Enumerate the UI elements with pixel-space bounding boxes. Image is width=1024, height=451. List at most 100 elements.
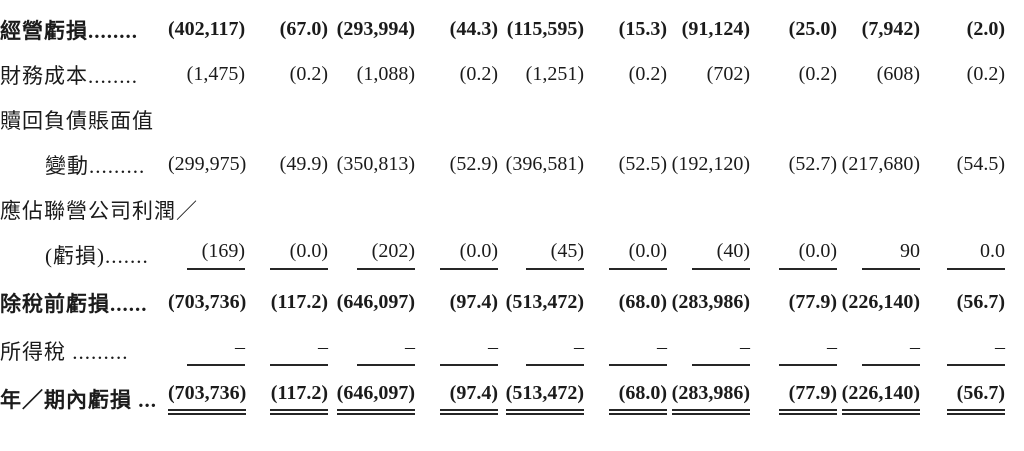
- row-label: 除稅前虧損......: [0, 291, 148, 316]
- cell-value: (226,140): [841, 382, 920, 415]
- percent-cell: –: [245, 328, 328, 373]
- amount-cell: (396,581): [498, 142, 584, 187]
- amount-cell: (293,994): [328, 7, 415, 52]
- cell-value: (56.7): [956, 291, 1005, 313]
- row-label: 財務成本........: [0, 63, 138, 88]
- amount-cell: (608): [837, 52, 920, 97]
- cell-value: (283,986): [671, 382, 750, 415]
- cell-value: (7,942): [861, 18, 920, 40]
- percent-cell: (97.4): [415, 277, 498, 328]
- percent-cell: (0.2): [750, 52, 837, 97]
- cell-value: (117.2): [270, 382, 328, 415]
- cell-value: –: [779, 336, 837, 366]
- amount-cell: (350,813): [328, 142, 415, 187]
- amount-cell: (703,736): [168, 277, 246, 328]
- row-label: (虧損).......: [45, 243, 149, 268]
- cell-value: (0.2): [966, 63, 1005, 85]
- amount-cell: (646,097): [328, 373, 415, 424]
- percent-cell: (77.9): [750, 277, 837, 328]
- cell-value: (513,472): [505, 382, 584, 415]
- percent-cell: (49.9): [245, 142, 328, 187]
- cell-value: (0.2): [289, 63, 328, 85]
- percent-cell: (56.7): [920, 277, 1005, 328]
- percent-cell: (52.5): [584, 142, 667, 187]
- cell-value: –: [440, 336, 498, 366]
- empty-cells: [168, 187, 1005, 232]
- row-label: 變動.........: [45, 153, 146, 178]
- cell-value: (217,680): [841, 153, 920, 175]
- cell-value: (169): [187, 240, 245, 270]
- cell-value: –: [270, 336, 328, 366]
- cell-value: (396,581): [505, 153, 584, 175]
- percent-cell: (0.2): [415, 52, 498, 97]
- cell-value: –: [526, 336, 584, 366]
- percent-cell: (0.0): [245, 232, 328, 277]
- cell-value: (52.5): [618, 153, 667, 175]
- cell-value: (608): [876, 63, 920, 85]
- cell-value: (97.4): [449, 291, 498, 313]
- percent-cell: (52.7): [750, 142, 837, 187]
- cell-value: (0.2): [628, 63, 667, 85]
- cell-value: (2.0): [966, 18, 1005, 40]
- cell-value: (1,088): [356, 63, 415, 85]
- cell-value: (646,097): [336, 291, 415, 313]
- amount-cell: (513,472): [498, 373, 584, 424]
- percent-cell: (0.0): [415, 232, 498, 277]
- cell-value: (49.9): [279, 153, 328, 175]
- cell-value: (299,975): [168, 153, 247, 175]
- cell-value: (52.7): [788, 153, 837, 175]
- amount-cell: –: [498, 328, 584, 373]
- percent-cell: (97.4): [415, 373, 498, 424]
- cell-value: (117.2): [270, 291, 328, 313]
- cell-value: (56.7): [947, 382, 1005, 415]
- amount-cell: (115,595): [498, 7, 584, 52]
- percent-cell: (2.0): [920, 7, 1005, 52]
- amount-cell: (1,475): [168, 52, 245, 97]
- percent-cell: (0.2): [584, 52, 667, 97]
- table-row: 財務成本........ (1,475) (0.2) (1,088) (0.2) (1,2…: [0, 52, 1005, 97]
- row-label: 所得稅 .........: [0, 339, 129, 364]
- row-label: 經營虧損........: [0, 18, 138, 43]
- percent-cell: (68.0): [584, 373, 667, 424]
- cell-value: (226,140): [841, 291, 920, 313]
- cell-value: (77.9): [779, 382, 837, 415]
- percent-cell: –: [750, 328, 837, 373]
- amount-cell: (402,117): [168, 7, 245, 52]
- table-row: (虧損)....... (169) (0.0) (202) (0.0) (45) (0.0)…: [0, 232, 1005, 277]
- cell-value: (67.0): [279, 18, 328, 40]
- cell-value: (15.3): [618, 18, 667, 40]
- cell-value: –: [947, 336, 1005, 366]
- table-row: 贖回負債賬面值: [0, 97, 1005, 142]
- cell-value: (0.0): [270, 240, 328, 270]
- row-label: 贖回負債賬面值: [0, 108, 154, 133]
- amount-cell: (226,140): [837, 277, 920, 328]
- cell-value: (45): [526, 240, 584, 270]
- cell-value: (1,475): [186, 63, 245, 85]
- cell-value: –: [862, 336, 920, 366]
- cell-value: (91,124): [681, 18, 750, 40]
- cell-value: (25.0): [788, 18, 837, 40]
- percent-cell: (68.0): [584, 277, 667, 328]
- amount-cell: (513,472): [498, 277, 584, 328]
- amount-cell: –: [328, 328, 415, 373]
- amount-cell: (283,986): [667, 277, 750, 328]
- cell-value: (54.5): [956, 153, 1005, 175]
- percent-cell: (67.0): [245, 7, 328, 52]
- amount-cell: (702): [667, 52, 750, 97]
- table-row: 所得稅 ......... – – – – – – – – – –: [0, 328, 1005, 373]
- cell-value: 90: [862, 240, 920, 270]
- percent-cell: (15.3): [584, 7, 667, 52]
- row-label: 年／期內虧損 ...: [0, 387, 157, 412]
- table-row: 應佔聯營公司利潤／: [0, 187, 1005, 232]
- cell-value: 0.0: [947, 240, 1005, 270]
- cell-value: (115,595): [506, 18, 584, 40]
- amount-cell: (45): [498, 232, 584, 277]
- percent-cell: 0.0: [920, 232, 1005, 277]
- cell-value: (192,120): [671, 153, 750, 175]
- cell-value: (0.0): [779, 240, 837, 270]
- amount-cell: (192,120): [667, 142, 750, 187]
- percent-cell: –: [584, 328, 667, 373]
- cell-value: –: [609, 336, 667, 366]
- amount-cell: (7,942): [837, 7, 920, 52]
- amount-cell: (703,736): [168, 373, 247, 424]
